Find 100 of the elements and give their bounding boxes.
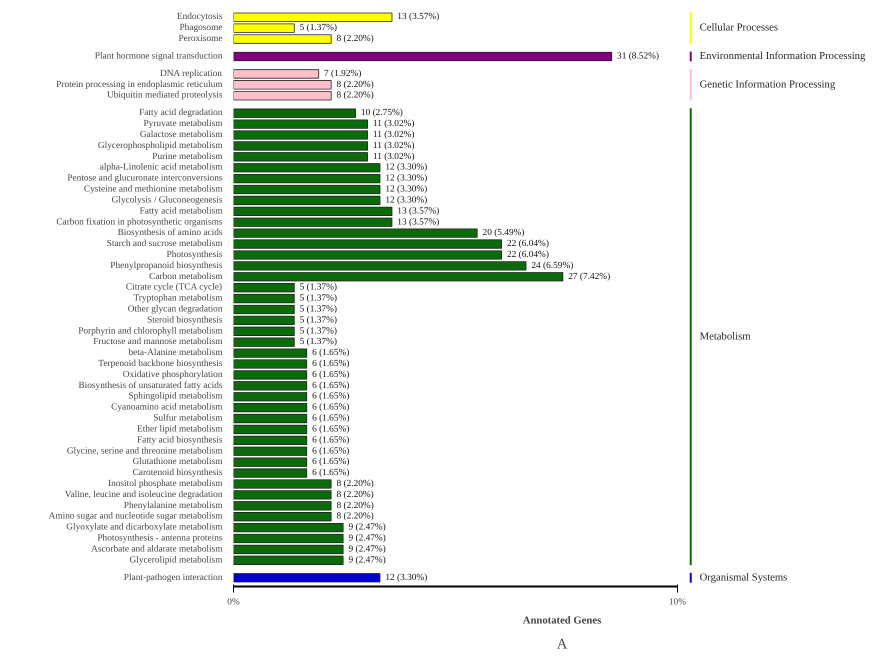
data-label: 13 (3.57%) <box>397 12 440 22</box>
y-tick-label: Carbon metabolism <box>149 272 224 282</box>
y-tick-label: Phenylalanine metabolism <box>124 500 224 511</box>
y-tick-label: beta-Alanine metabolism <box>128 348 224 358</box>
y-tick-label: Phagosome <box>179 23 223 34</box>
data-label: 5 (1.37%) <box>300 23 337 34</box>
y-tick-label: Ascorbate and aldarate metabolism <box>91 544 224 554</box>
x-axis-title: Annotated Genes <box>522 616 602 626</box>
y-tick-label: Amino sugar and nucleotide sugar metabolism <box>48 512 224 522</box>
y-tick-label: Glycerolipid metabolism <box>129 555 224 566</box>
y-tick-label: Photosynthesis <box>166 250 223 260</box>
data-label: 12 (3.30%) <box>385 174 428 184</box>
x-tick-label: 0% <box>227 598 240 608</box>
text: Metabolism <box>700 331 752 342</box>
data-label: 11 (3.02%) <box>372 140 415 151</box>
y-tick-label: Endocytosis <box>176 12 223 22</box>
y-tick-label: Fatty acid degradation <box>139 108 223 118</box>
y-tick-label: Cysteine and methionine metabolism <box>84 184 224 195</box>
y-tick-label: Purine metabolism <box>152 152 224 162</box>
y-tick-label: alpha-Linolenic acid metabolism <box>100 162 224 173</box>
data-label: 6 (1.65%) <box>312 424 350 434</box>
y-tick-label: Sphingolipid metabolism <box>128 392 224 402</box>
data-label: 8 (2.20%) <box>336 490 374 500</box>
y-tick-label: Terpenoid backbone biosynthesis <box>98 359 223 370</box>
data-label: 6 (1.65%) <box>312 380 350 391</box>
y-tick-label: Tryptophan metabolism <box>133 294 224 304</box>
text: A <box>556 636 568 652</box>
data-label: 5 (1.37%) <box>300 282 337 293</box>
y-tick-label: Fructose and mannose metabolism <box>93 337 224 348</box>
y-tick-label: Citrate cycle (TCA cycle) <box>126 282 222 293</box>
data-label: 5 (1.37%) <box>300 337 337 348</box>
text: Cellular Processes <box>700 22 778 34</box>
y-tick-label: Protein processing in endoplasmic reticulum <box>56 80 224 90</box>
data-label: 6 (1.65%) <box>312 468 350 478</box>
y-tick-label: Galactose metabolism <box>140 130 224 140</box>
y-tick-label: Steroid biosynthesis <box>147 315 223 326</box>
data-label: 8 (2.20%) <box>336 80 374 90</box>
data-label: 6 (1.65%) <box>312 359 350 370</box>
legend-label: Environmental Information Processing <box>700 50 866 62</box>
data-label: 22 (6.04%) <box>506 239 549 250</box>
data-label: 10 (2.75%) <box>360 108 403 118</box>
data-label: 8 (2.20%) <box>336 478 374 489</box>
data-label: 13 (3.57%) <box>397 217 440 228</box>
data-label: 31 (8.52%) <box>617 51 660 62</box>
y-tick-label: Plant-pathogen interaction <box>124 572 223 583</box>
y-tick-label: Porphyrin and chlorophyll metabolism <box>78 326 224 336</box>
data-label: 9 (2.47%) <box>348 534 386 544</box>
data-label: 6 (1.65%) <box>312 414 350 424</box>
data-label: 6 (1.65%) <box>312 392 350 402</box>
data-label: 8 (2.20%) <box>336 90 374 101</box>
data-label: 9 (2.47%) <box>348 544 386 554</box>
y-tick-label: Glyoxylate and dicarboxylate metabolism <box>66 522 224 533</box>
data-label: 5 (1.37%) <box>300 315 337 326</box>
data-label: 5 (1.37%) <box>300 304 337 314</box>
data-label: 7 (1.92%) <box>324 68 362 79</box>
y-tick-label: Phenylpropanoid biosynthesis <box>110 260 223 271</box>
y-tick-label: Glycolysis / Gluconeogenesis <box>112 195 223 206</box>
data-label: 6 (1.65%) <box>312 348 350 358</box>
data-label: 20 (5.49%) <box>482 228 525 238</box>
data-label: 11 (3.02%) <box>372 130 415 140</box>
data-label: 12 (3.30%) <box>385 162 428 173</box>
y-tick-label: Photosynthesis - antenna proteins <box>97 534 223 544</box>
y-tick-label: Valine, leucine and isoleucine degradation <box>64 490 223 500</box>
data-label: 6 (1.65%) <box>312 370 350 380</box>
data-label: 6 (1.65%) <box>312 435 350 446</box>
y-tick-label: Starch and sucrose metabolism <box>106 239 224 250</box>
y-tick-label: Glycine, serine and threonine metabolism <box>66 446 224 456</box>
data-label: 13 (3.57%) <box>397 206 440 216</box>
data-label: 12 (3.30%) <box>385 572 428 583</box>
y-tick-label: Other glycan degradation <box>128 304 223 314</box>
y-tick-label: Sulfur metabolism <box>153 414 224 424</box>
data-label: 8 (2.20%) <box>336 500 374 511</box>
y-tick-label: Plant hormone signal transduction <box>94 51 223 62</box>
data-label: 11 (3.02%) <box>372 119 415 130</box>
y-tick-label: Fatty acid biosynthesis <box>137 435 223 446</box>
data-label: 5 (1.37%) <box>300 326 337 336</box>
data-label: 24 (6.59%) <box>531 260 574 271</box>
data-label: 6 (1.65%) <box>312 446 350 456</box>
data-label: 12 (3.30%) <box>385 195 428 206</box>
data-label: 6 (1.65%) <box>312 402 350 413</box>
text: Genetic Information Processing <box>700 79 836 90</box>
y-tick-label: Fatty acid metabolism <box>140 206 224 216</box>
data-label: 27 (7.42%) <box>568 272 610 282</box>
y-tick-label: Carotenoid biosynthesis <box>132 468 223 478</box>
data-label: 11 (3.02%) <box>372 152 415 162</box>
y-tick-label: Oxidative phosphorylation <box>122 370 223 380</box>
y-tick-label: Cyanoamino acid metabolism <box>111 402 224 413</box>
data-label: 5 (1.37%) <box>300 294 337 304</box>
y-tick-label: Ubiquitin mediated proteolysis <box>106 90 223 101</box>
y-tick-label: DNA replication <box>160 68 222 79</box>
bar <box>234 573 380 582</box>
data-label: 6 (1.65%) <box>312 457 350 468</box>
bar <box>234 52 612 62</box>
y-tick-label: Pentose and glucuronate interconversions <box>67 174 223 184</box>
data-label: 12 (3.30%) <box>385 184 428 195</box>
y-tick-label: Ether lipid metabolism <box>137 424 224 434</box>
y-tick-label: Biosynthesis of amino acids <box>118 228 223 238</box>
data-label: 9 (2.47%) <box>348 522 386 533</box>
y-tick-label: Carbon fixation in photosynthetic organisms <box>56 217 223 228</box>
data-label: 9 (2.47%) <box>348 555 386 566</box>
